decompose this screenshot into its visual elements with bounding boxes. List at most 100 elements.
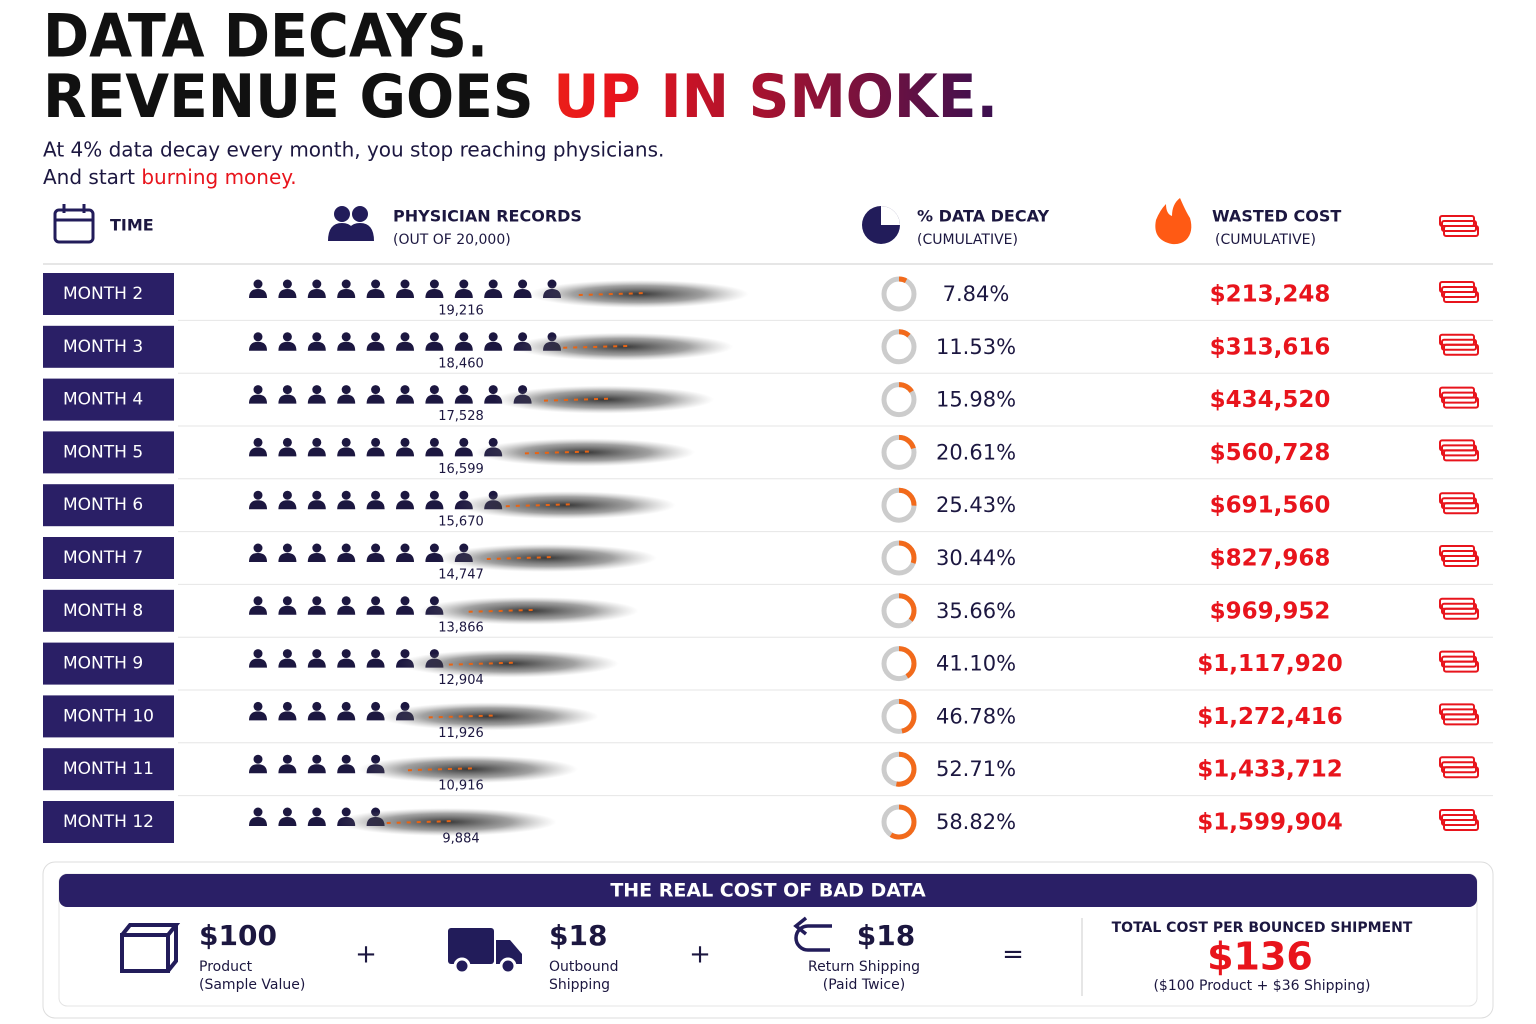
person-body (307, 553, 326, 562)
person-head (312, 437, 322, 447)
person-head (341, 332, 351, 342)
person-head (341, 437, 351, 447)
decay-label: 11.53% (936, 335, 1016, 359)
decay-label: 15.98% (936, 388, 1016, 412)
person-body (249, 658, 267, 668)
month-box (43, 378, 174, 421)
cost-label: Outbound (549, 959, 618, 975)
person-body (396, 553, 414, 562)
person-body (396, 447, 414, 457)
person-body (396, 289, 414, 298)
person-body (454, 341, 473, 351)
calendar-icon (53, 204, 95, 244)
cost-label: $213,248 (1210, 282, 1331, 308)
month-label: MONTH 2 (63, 284, 143, 304)
records-label: 10,916 (438, 779, 484, 794)
person-body (307, 289, 326, 298)
money-icon (1439, 650, 1479, 673)
person-body (307, 500, 326, 510)
person-head (371, 332, 381, 342)
person-head (400, 596, 410, 606)
money-bill (1443, 502, 1479, 515)
person-body (454, 447, 473, 457)
cost-label: $434,520 (1210, 387, 1331, 413)
month-label: MONTH 8 (63, 601, 143, 621)
person-head (282, 437, 292, 447)
person-head (312, 701, 322, 711)
money-icon (1439, 809, 1479, 831)
header-cost: WASTED COST (1212, 207, 1341, 226)
money-bill (1443, 449, 1479, 462)
money-icon (1439, 386, 1479, 409)
person-head (282, 596, 292, 606)
decay-label: 7.84% (943, 282, 1010, 306)
records-label: 12,904 (438, 673, 484, 688)
person-head (400, 385, 410, 395)
total-note: ($100 Product + $36 Shipping) (1153, 978, 1370, 994)
records-label: 15,670 (438, 515, 484, 530)
cost-label: $1,433,712 (1197, 757, 1343, 783)
ember (543, 397, 615, 402)
person-body (278, 764, 297, 774)
title-text: REVENUE GOES (43, 62, 553, 132)
person-head (312, 807, 322, 817)
month-box (43, 589, 174, 632)
cost-label: $691,560 (1210, 493, 1331, 519)
person-body (249, 341, 267, 351)
person-head (518, 279, 528, 289)
person-head (371, 385, 381, 395)
donut-arc (881, 487, 917, 523)
row: MONTH 5 16,599 20.61% $560,728 (43, 431, 1493, 480)
records-label: 18,460 (438, 356, 484, 371)
cost-amount: $100 (199, 919, 277, 952)
person-head (341, 385, 351, 395)
person-body (249, 605, 267, 615)
ember (524, 450, 595, 455)
person-head (459, 437, 469, 447)
donut-arc (881, 329, 917, 365)
month-label: MONTH 4 (63, 390, 143, 410)
person-head (282, 332, 292, 342)
cost-label: $560,728 (1210, 440, 1331, 466)
person-body (484, 341, 503, 351)
person-head (429, 332, 439, 342)
records-label: 9,884 (442, 832, 479, 847)
records-label: 16,599 (438, 462, 484, 477)
person-body (396, 500, 414, 510)
people-icon (328, 206, 374, 241)
cost-label: Product (199, 959, 253, 975)
truck-icon (448, 928, 522, 975)
row: MONTH 3 18,460 11.53% $313,616 (43, 325, 1493, 374)
person-head (371, 279, 381, 289)
month-label: MONTH 12 (63, 812, 154, 832)
money-icon (1439, 333, 1479, 356)
person-body (425, 500, 444, 510)
person-head (429, 596, 439, 606)
money-icon (1439, 597, 1479, 620)
money-icon (1439, 439, 1479, 462)
donut-arc (881, 434, 917, 470)
person-head (400, 437, 410, 447)
donut-track (881, 276, 917, 312)
total-title: TOTAL COST PER BOUNCED SHIPMENT (1112, 920, 1413, 936)
total-amount: $136 (1207, 935, 1313, 979)
decay-label: 25.43% (936, 493, 1016, 517)
row: MONTH 8 13,866 35.66% $969,952 (43, 589, 1493, 638)
month-box (43, 325, 174, 368)
person-body (366, 500, 385, 510)
person-head (341, 490, 351, 500)
donut-arc (881, 646, 917, 682)
person-head (341, 807, 351, 817)
person-body (307, 817, 326, 826)
person-head (253, 279, 263, 289)
person-body (337, 658, 356, 668)
person-head (429, 437, 439, 447)
row: MONTH 12 9,884 58.82% $1,599,904 (43, 801, 1479, 847)
person-head (282, 701, 292, 711)
person-head (341, 649, 351, 659)
person-body (366, 605, 385, 615)
donut-arc (881, 593, 917, 629)
person-head (282, 543, 292, 553)
person-head (282, 279, 292, 289)
header-cost-sub: (CUMULATIVE) (1215, 232, 1316, 248)
